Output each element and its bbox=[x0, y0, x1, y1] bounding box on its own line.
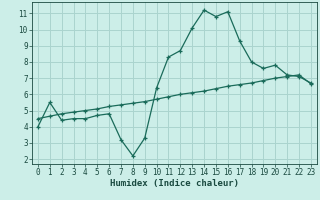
X-axis label: Humidex (Indice chaleur): Humidex (Indice chaleur) bbox=[110, 179, 239, 188]
